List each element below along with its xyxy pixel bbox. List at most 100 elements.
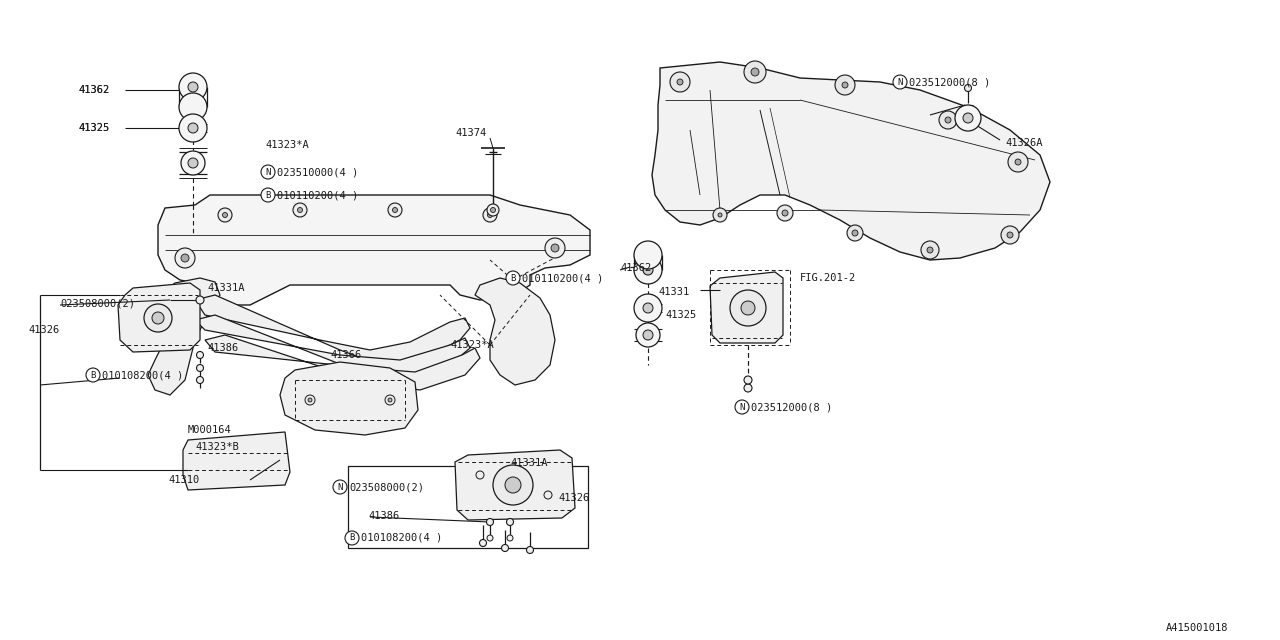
Circle shape	[388, 203, 402, 217]
Circle shape	[476, 471, 484, 479]
Circle shape	[550, 244, 559, 252]
Text: 010110200(4 ): 010110200(4 )	[276, 190, 358, 200]
Circle shape	[197, 351, 204, 358]
Circle shape	[188, 123, 198, 133]
Circle shape	[1015, 159, 1021, 165]
Text: FIG.201-2: FIG.201-2	[800, 273, 856, 283]
Circle shape	[488, 212, 493, 218]
Circle shape	[893, 75, 908, 89]
Text: 010108200(4 ): 010108200(4 )	[102, 370, 183, 380]
Circle shape	[218, 208, 232, 222]
Text: 41323*B: 41323*B	[195, 442, 239, 452]
Polygon shape	[195, 295, 470, 365]
Text: 010108200(4 ): 010108200(4 )	[361, 533, 443, 543]
Circle shape	[188, 82, 198, 92]
Circle shape	[1001, 226, 1019, 244]
Circle shape	[955, 105, 980, 131]
Text: N: N	[897, 77, 902, 86]
Circle shape	[145, 304, 172, 332]
Circle shape	[1007, 232, 1012, 238]
Circle shape	[751, 68, 759, 76]
Polygon shape	[475, 278, 556, 385]
Polygon shape	[280, 362, 419, 435]
Circle shape	[86, 368, 100, 382]
Circle shape	[945, 117, 951, 123]
Bar	[348, 466, 588, 548]
Circle shape	[634, 256, 662, 284]
Text: 41326: 41326	[558, 493, 589, 503]
Circle shape	[744, 384, 753, 392]
Circle shape	[197, 365, 204, 371]
Text: 41366: 41366	[330, 350, 361, 360]
Circle shape	[393, 207, 398, 212]
Circle shape	[669, 72, 690, 92]
Circle shape	[744, 61, 765, 83]
Text: 41325: 41325	[666, 310, 696, 320]
Text: N: N	[338, 483, 343, 492]
Text: 41325: 41325	[78, 123, 109, 133]
Text: 41386: 41386	[369, 511, 399, 521]
Text: 41362: 41362	[78, 85, 109, 95]
Circle shape	[502, 545, 508, 552]
Circle shape	[835, 75, 855, 95]
Circle shape	[305, 395, 315, 405]
Circle shape	[346, 531, 358, 545]
Circle shape	[741, 301, 755, 315]
Circle shape	[261, 188, 275, 202]
Circle shape	[526, 547, 534, 554]
Circle shape	[852, 230, 858, 236]
Circle shape	[677, 79, 684, 85]
Circle shape	[480, 540, 486, 547]
Text: 023508000(2): 023508000(2)	[349, 482, 424, 492]
Circle shape	[507, 535, 513, 541]
Circle shape	[308, 398, 312, 402]
Circle shape	[188, 158, 198, 168]
Text: 41374: 41374	[454, 128, 486, 138]
Polygon shape	[205, 335, 480, 390]
Circle shape	[333, 480, 347, 494]
Circle shape	[842, 82, 849, 88]
Circle shape	[507, 518, 513, 525]
Circle shape	[922, 241, 940, 259]
Text: 41326: 41326	[28, 325, 59, 335]
Circle shape	[506, 477, 521, 493]
Circle shape	[965, 84, 972, 92]
Text: B: B	[349, 534, 355, 543]
Circle shape	[963, 113, 973, 123]
Circle shape	[385, 395, 396, 405]
Circle shape	[223, 212, 228, 218]
Text: 41362: 41362	[78, 85, 109, 95]
Polygon shape	[652, 62, 1050, 260]
Circle shape	[927, 247, 933, 253]
Circle shape	[179, 93, 207, 121]
Circle shape	[643, 265, 653, 275]
Circle shape	[744, 376, 753, 384]
Text: 41325: 41325	[78, 123, 109, 133]
Text: B: B	[511, 273, 516, 282]
Circle shape	[544, 491, 552, 499]
Polygon shape	[118, 283, 200, 352]
Circle shape	[847, 225, 863, 241]
Text: 023512000(8 ): 023512000(8 )	[751, 402, 832, 412]
Text: M000164: M000164	[188, 425, 232, 435]
Circle shape	[643, 330, 653, 340]
Circle shape	[634, 241, 662, 269]
Text: 41362: 41362	[620, 263, 652, 273]
Circle shape	[718, 213, 722, 217]
Circle shape	[735, 400, 749, 414]
Text: 023508000(2): 023508000(2)	[60, 298, 134, 308]
Text: A415001018: A415001018	[1166, 623, 1228, 633]
Text: 41326A: 41326A	[1005, 138, 1042, 148]
Circle shape	[643, 303, 653, 313]
Circle shape	[179, 73, 207, 101]
Polygon shape	[454, 450, 575, 520]
Circle shape	[1009, 152, 1028, 172]
Circle shape	[388, 398, 392, 402]
Circle shape	[506, 271, 520, 285]
Circle shape	[782, 210, 788, 216]
Circle shape	[293, 203, 307, 217]
Circle shape	[196, 296, 204, 304]
Circle shape	[713, 208, 727, 222]
Circle shape	[180, 254, 189, 262]
Polygon shape	[195, 315, 470, 378]
